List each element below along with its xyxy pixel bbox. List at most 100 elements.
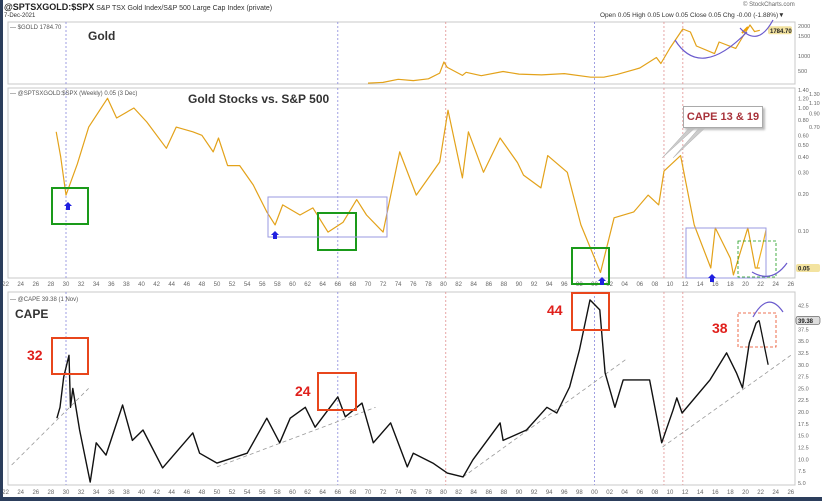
y-tick-label: 0.20: [798, 192, 809, 198]
x-tick-label: 70: [365, 490, 372, 496]
legend-ratio-text: @SPTSXGOLD:$SPX (Weekly) 0.05 (3 Dec): [17, 91, 138, 97]
y-tick-label: 0.70: [809, 125, 820, 131]
x-tick-label: 46: [183, 282, 190, 288]
x-tick-label: 60: [289, 282, 296, 288]
y-tick-label: 0.60: [798, 133, 809, 139]
x-tick-label: 30: [63, 282, 70, 288]
x-tick-label: 44: [168, 490, 175, 496]
legend-gold-text: $GOLD 1784.70: [17, 25, 62, 31]
ratio-rounding-arc: [751, 262, 788, 277]
trendline: [11, 388, 89, 466]
panel-title-cape: CAPE: [15, 307, 49, 321]
x-tick-label: 86: [485, 490, 492, 496]
y-tick-label: 7.5: [798, 469, 806, 475]
x-tick-label: 06: [636, 282, 643, 288]
x-tick-label: 50: [214, 282, 221, 288]
x-tick-label: 94: [546, 282, 553, 288]
x-tick-label: 34: [93, 282, 100, 288]
x-tick-label: 20: [742, 282, 749, 288]
x-tick-label: 28: [48, 282, 55, 288]
x-tick-label: 56: [259, 282, 266, 288]
x-tick-label: 10: [667, 282, 674, 288]
x-tick-label: 92: [531, 282, 538, 288]
x-tick-label: 42: [153, 282, 160, 288]
peak-label-1929: 32: [27, 347, 43, 363]
red-dashed-box: [737, 312, 777, 348]
peak-label-1966: 24: [295, 383, 311, 399]
y-tick-label: 0.50: [798, 143, 809, 149]
x-tick-label: 04: [621, 490, 628, 496]
x-tick-label: 26: [32, 282, 39, 288]
x-tick-label: 60: [289, 490, 296, 496]
x-tick-label: 38: [123, 490, 130, 496]
x-tick-label: 08: [652, 282, 659, 288]
x-tick-label: 64: [319, 490, 326, 496]
y-tick-label: 35.0: [798, 339, 809, 345]
y-tick-label: 500: [798, 69, 807, 75]
current-value-badge: [796, 264, 820, 273]
current-value-label: 39.38: [798, 319, 814, 325]
x-tick-label: 90: [516, 282, 523, 288]
y-tick-label: 0.30: [798, 170, 809, 176]
x-tick-label: 14: [697, 282, 704, 288]
x-tick-label: 32: [78, 490, 85, 496]
y-tick-label: 1000: [798, 54, 810, 60]
legend-cape: — @CAPE 39.38 (1 Nov): [10, 297, 79, 303]
x-tick-label: 46: [183, 490, 190, 496]
panel-frame-2: [7, 291, 796, 486]
gold-series-line: [367, 24, 760, 84]
panel-frame-0: [7, 21, 796, 85]
x-tick-label: 78: [425, 282, 432, 288]
x-tick-label: 80: [440, 490, 447, 496]
x-tick-label: 20: [742, 490, 749, 496]
y-tick-label: 37.5: [798, 327, 809, 333]
green-box: [571, 247, 610, 285]
header: @SPTSXGOLD:$SPX S&P TSX Gold Index/S&P 5…: [4, 2, 272, 12]
x-tick-label: 04: [621, 282, 628, 288]
x-tick-label: 56: [259, 490, 266, 496]
description: S&P TSX Gold Index/S&P 500 Large Cap Ind…: [96, 5, 273, 12]
x-tick-label: 22: [2, 490, 9, 496]
trendline: [216, 406, 376, 468]
y-tick-label: 0.90: [809, 112, 820, 118]
current-value-badge: [768, 26, 792, 35]
y-tick-label: 0.40: [798, 155, 809, 161]
x-tick-label: 76: [410, 490, 417, 496]
x-tick-label: 74: [395, 490, 402, 496]
callout-pointer: [661, 126, 697, 159]
x-tick-label: 50: [214, 490, 221, 496]
x-tick-label: 66: [334, 490, 341, 496]
blue-range-box: [685, 227, 767, 279]
up-arrow-icon: [598, 277, 606, 285]
red-box: [317, 372, 357, 411]
x-tick-label: 00: [591, 490, 598, 496]
green-dashed-box: [737, 240, 777, 278]
x-tick-label: 44: [168, 282, 175, 288]
x-tick-label: 74: [395, 282, 402, 288]
x-tick-label: 16: [712, 490, 719, 496]
y-tick-label: 0.10: [798, 229, 809, 235]
x-tick-label: 88: [501, 282, 508, 288]
x-tick-label: 24: [772, 282, 779, 288]
x-tick-label: 86: [485, 282, 492, 288]
x-tick-label: 22: [757, 490, 764, 496]
cape-top-arc: [752, 301, 784, 318]
x-tick-label: 58: [274, 490, 281, 496]
current-value-label: 0.05: [798, 267, 810, 273]
x-tick-label: 10: [667, 490, 674, 496]
y-tick-label: 12.5: [798, 446, 809, 452]
peak-label-2021: 38: [712, 320, 728, 336]
y-tick-label: 1.30: [809, 92, 820, 98]
x-tick-label: 70: [365, 282, 372, 288]
x-tick-label: 62: [304, 490, 311, 496]
y-tick-label: 1.10: [809, 101, 820, 107]
legend-gold: — $GOLD 1784.70: [10, 25, 62, 31]
watermark: © StockCharts.com: [743, 2, 795, 8]
green-box: [317, 212, 357, 251]
up-arrow-icon: [708, 274, 716, 282]
ohlc-readout: Open 0.05 High 0.05 Low 0.05 Close 0.05 …: [600, 12, 785, 19]
y-tick-label: 0.80: [798, 118, 809, 124]
current-value-badge: [795, 316, 821, 325]
x-tick-label: 92: [531, 490, 538, 496]
green-box: [51, 187, 89, 225]
